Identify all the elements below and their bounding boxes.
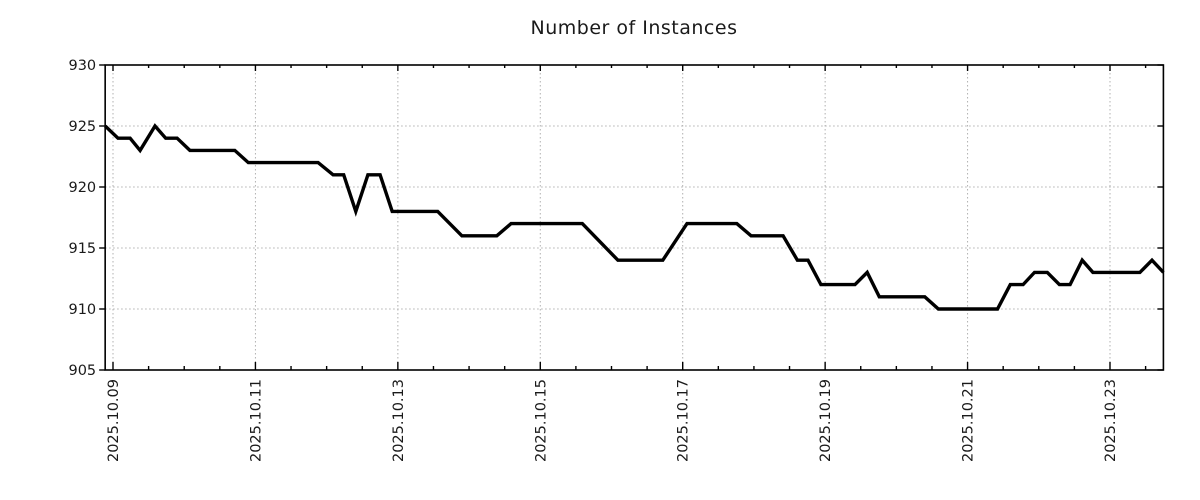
x-tick-label: 2025.10.23	[1103, 379, 1119, 462]
y-tick-label: 915	[68, 241, 96, 257]
data-series	[104, 123, 1165, 311]
chart-title: Number of Instances	[530, 17, 738, 39]
x-tick-label: 2025.10.09	[106, 379, 122, 462]
x-tick-label: 2025.10.11	[248, 379, 264, 462]
x-tick-label: 2025.10.15	[533, 379, 549, 462]
y-tick-label: 910	[68, 302, 96, 318]
axis-ticks	[99, 64, 1164, 371]
x-tick-label: 2025.10.17	[676, 379, 692, 462]
x-tick-label: 2025.10.13	[391, 379, 407, 462]
y-tick-label: 905	[68, 363, 96, 379]
x-tick-label: 2025.10.19	[818, 379, 834, 462]
y-tick-labels: 905 910 915 920 925 930	[68, 58, 96, 379]
y-tick-label: 925	[68, 119, 96, 135]
y-tick-label: 930	[68, 58, 96, 74]
plot-border	[104, 64, 1165, 371]
x-tick-label: 2025.10.21	[961, 379, 977, 462]
x-tick-labels: 2025.10.09 2025.10.11 2025.10.13 2025.10.15…	[106, 379, 1119, 462]
data-line	[104, 123, 1165, 311]
gridlines	[105, 65, 1164, 370]
y-tick-label: 920	[68, 180, 96, 196]
